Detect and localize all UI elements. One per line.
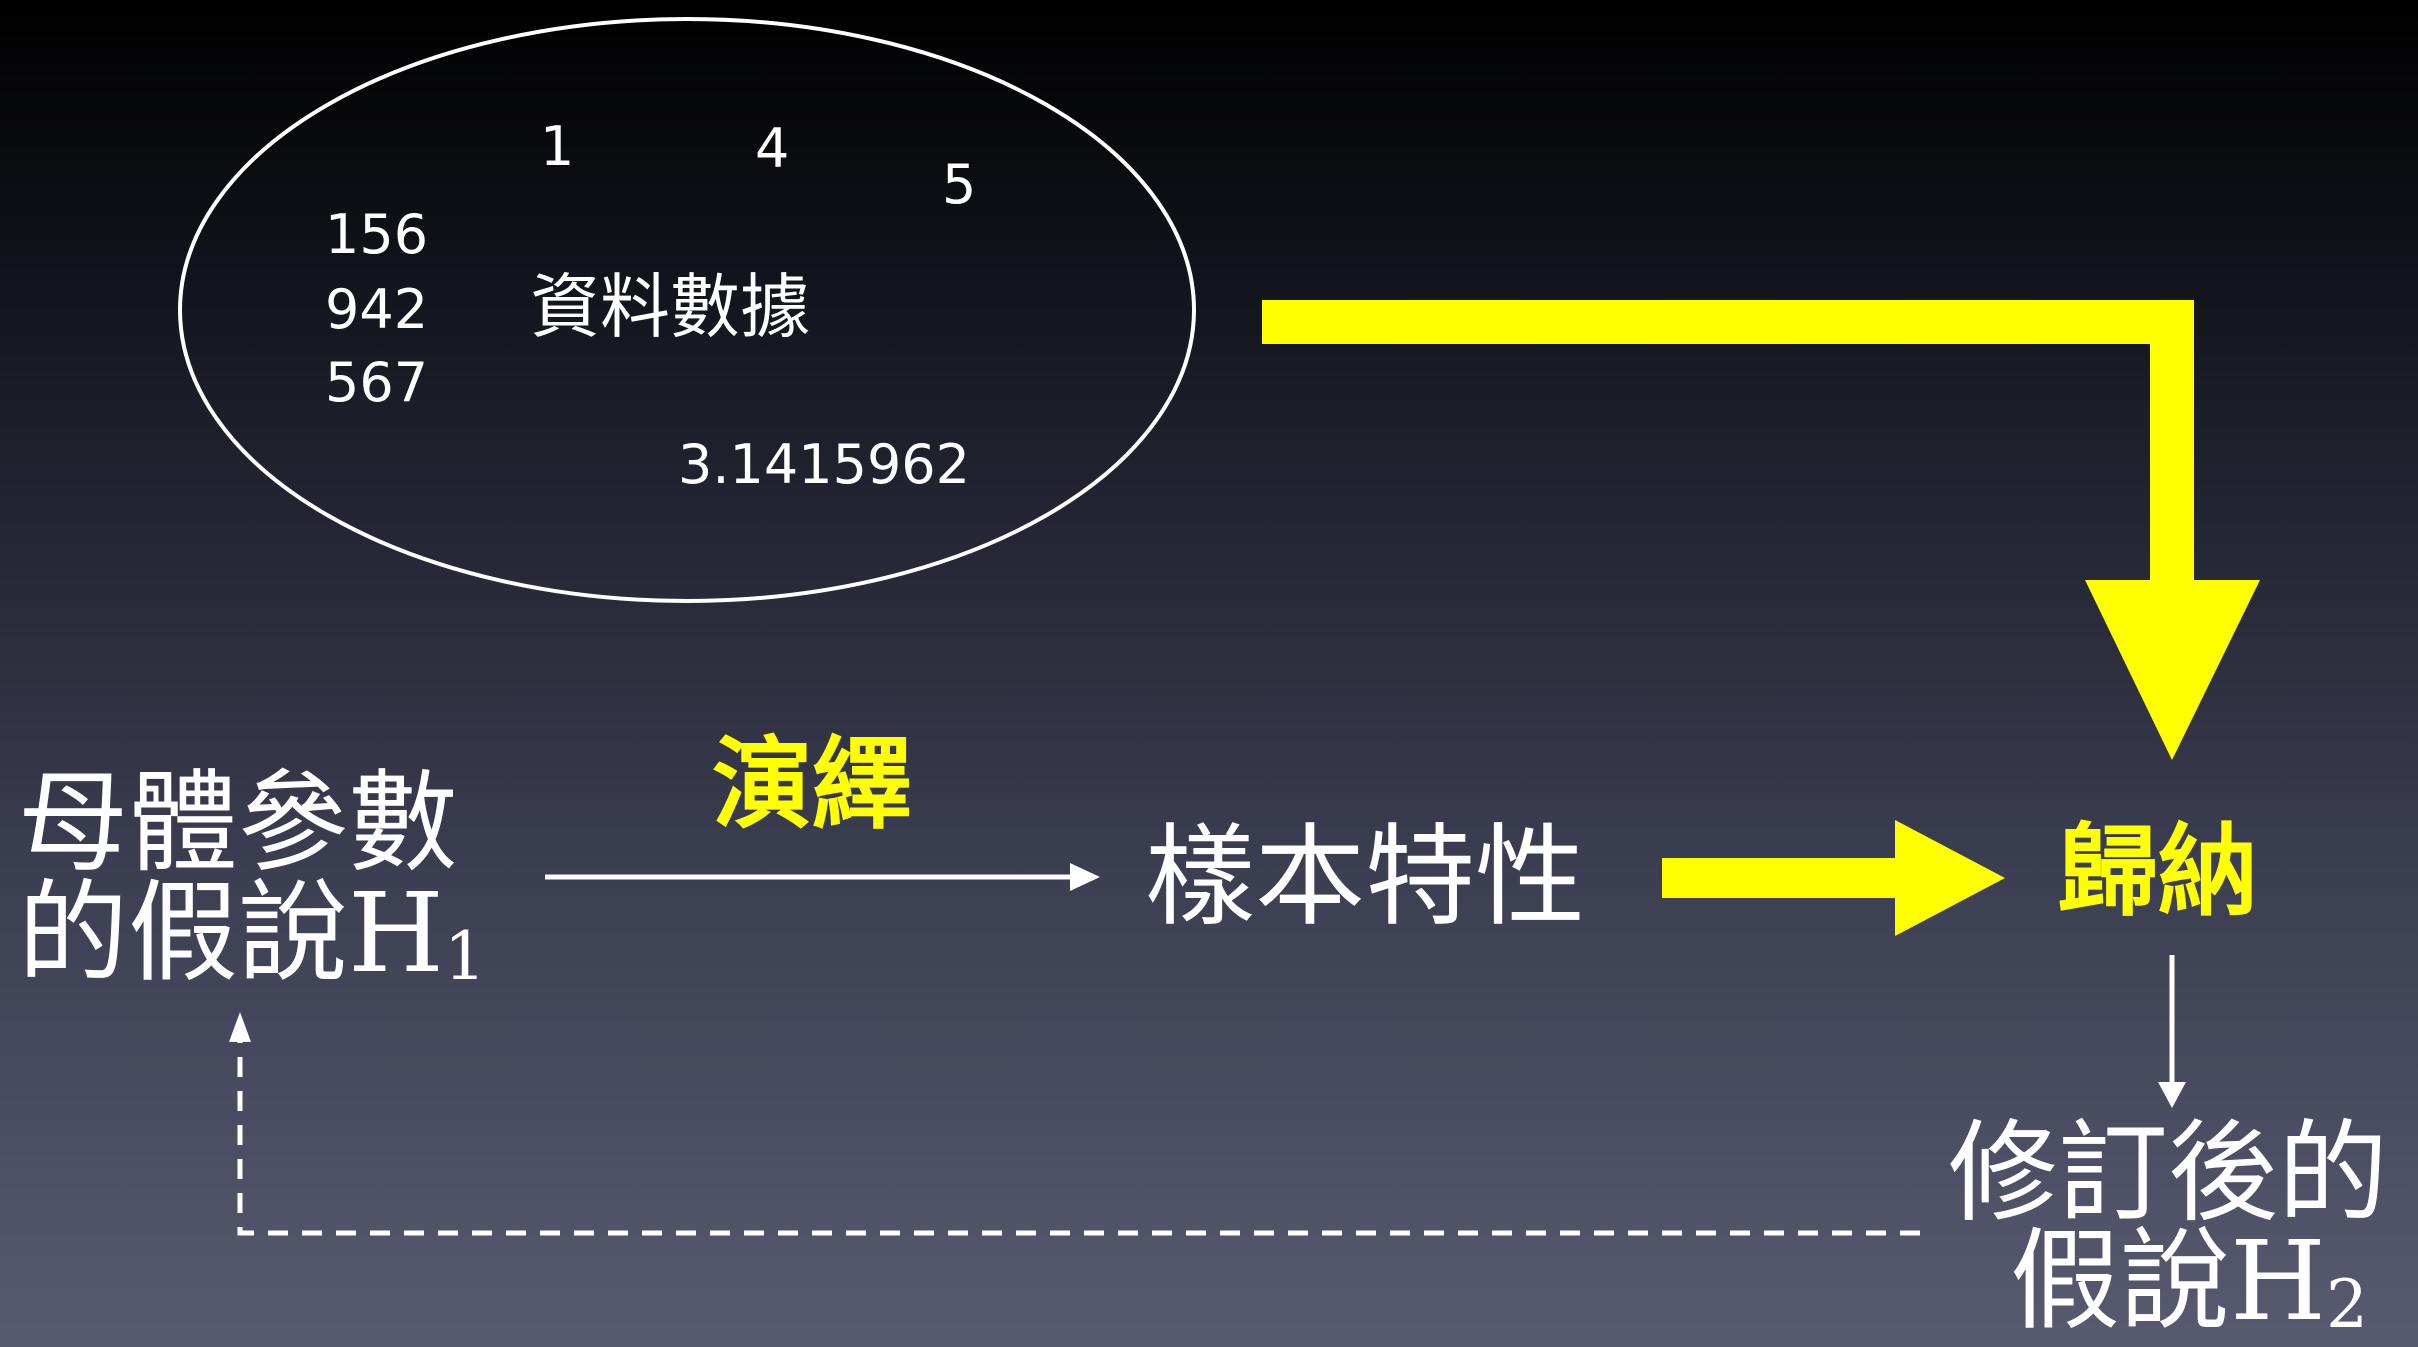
population-hypothesis-line2: 的假說H1	[18, 878, 486, 990]
sample-to-induction-arrow-shaft	[1662, 858, 1900, 898]
population-hypothesis-text: 的假說H	[18, 869, 444, 997]
population-hypothesis-line1: 母體參數	[18, 759, 458, 887]
induction-label: 歸納	[2058, 813, 2258, 930]
data-number-pi: 3.1415962	[678, 433, 971, 496]
population-hypothesis-subscript: 1	[443, 917, 486, 995]
data-number-156: 156	[325, 203, 429, 266]
data-to-induction-arrowhead	[2085, 580, 2260, 760]
data-cloud-ellipse	[178, 17, 1196, 603]
data-cloud-label: 資料數據	[530, 266, 810, 348]
sample-to-induction-arrowhead	[1895, 820, 2005, 936]
feedback-dashed-line	[237, 1040, 1920, 1236]
data-number-5: 5	[942, 153, 977, 216]
sample-characteristics-label: 樣本特性	[1145, 813, 1585, 941]
deduction-arrowhead	[1070, 863, 1100, 891]
data-number-942: 942	[325, 278, 429, 341]
revised-hypothesis-text: 假說H	[2010, 1217, 2326, 1345]
deduction-label: 演繹	[712, 726, 912, 843]
data-number-4: 4	[755, 117, 790, 180]
revised-hypothesis-subscript: 2	[2325, 1265, 2368, 1343]
revised-hypothesis-line1: 修訂後的	[1948, 1109, 2388, 1237]
data-number-1: 1	[540, 115, 575, 178]
data-number-567: 567	[325, 351, 429, 414]
feedback-arrowhead	[229, 1012, 251, 1042]
induction-to-revised-arrowhead	[2158, 1082, 2186, 1108]
data-to-induction-arrow-shaft	[1262, 300, 2194, 580]
revised-hypothesis-line2: 假說H2	[2010, 1226, 2368, 1338]
